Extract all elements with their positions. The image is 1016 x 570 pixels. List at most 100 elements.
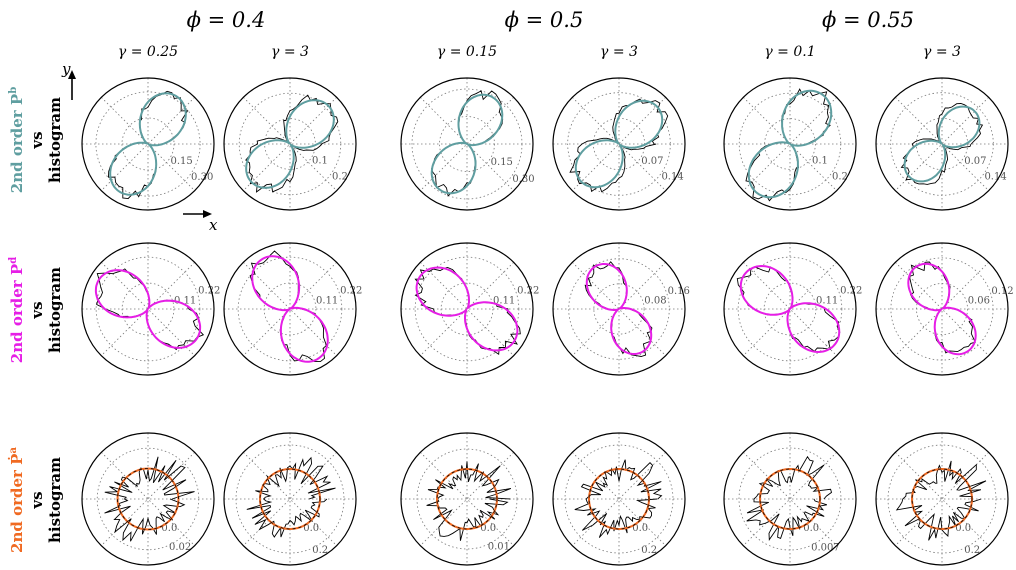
row-label-1-super: b — [8, 87, 19, 94]
polar-frame — [723, 432, 857, 566]
tick-label: 0.02 — [169, 542, 191, 553]
gamma-title-1: γ = 0.25 — [118, 44, 178, 60]
tick-label: 0.0 — [803, 523, 819, 534]
model-curve — [430, 93, 504, 195]
tick-label: 0.1 — [812, 156, 828, 167]
model-curve — [109, 92, 187, 196]
polar-frame — [875, 432, 1009, 566]
gamma-title-5: γ = 0.1 — [764, 44, 815, 60]
row-label-1-vs: vs — [28, 131, 46, 149]
tick-label: 0.08 — [644, 296, 666, 307]
histogram-curve — [104, 456, 195, 542]
tick-label: 0.14 — [984, 172, 1006, 183]
model-curve — [94, 269, 202, 349]
model-curve — [251, 255, 329, 363]
histogram-curve — [569, 98, 669, 193]
polar-subplot-r2-c1: 0.110.22 — [81, 242, 220, 376]
polar-frame — [81, 432, 215, 566]
model-curve-dashed — [436, 468, 498, 530]
histogram-curve — [746, 455, 833, 541]
tick-label: 0.22 — [340, 286, 362, 297]
histogram-curve — [245, 94, 339, 193]
tick-label: 0.11 — [174, 295, 196, 306]
model-curve-dashed — [117, 468, 179, 530]
gamma-title-3: γ = 0.15 — [437, 44, 497, 60]
polar-subplot-r3-c4: 0.2 0.0 — [552, 432, 686, 566]
row-label-3-vs: vs — [28, 491, 46, 509]
y-axis-letter: y — [61, 60, 71, 78]
model-curve — [585, 263, 653, 355]
model-curve-dashed — [588, 468, 650, 530]
tick-label: 0.2 — [332, 171, 348, 182]
polar-frame — [81, 242, 215, 376]
gamma-title-4: γ = 3 — [600, 44, 638, 60]
row-label-3-hist: histogram — [46, 457, 64, 543]
tick-label: 0.07 — [964, 156, 986, 167]
tick-label: 0.16 — [668, 286, 690, 297]
tick-label: 0.2 — [832, 171, 848, 182]
polar-subplot-r1-c6: 0.07 0.14 — [875, 77, 1009, 211]
polar-frame — [400, 77, 534, 211]
model-curve — [574, 99, 664, 189]
grid-ring — [237, 256, 343, 362]
polar-subplot-r2-c4: 0.080.16 — [552, 242, 690, 376]
row-label-2-super: d — [8, 257, 19, 264]
tick-label: 0.06 — [968, 295, 990, 306]
polar-subplot-r1-c1: 0.15 0.30 — [81, 77, 215, 211]
grid-ring — [593, 283, 645, 335]
tick-label: 0.11 — [816, 295, 838, 306]
tick-label: 0.007 — [811, 542, 840, 553]
tick-label: 0.15 — [491, 157, 513, 168]
model-curve — [903, 105, 981, 183]
polar-frame — [875, 242, 1009, 376]
svg-text:2nd order Pb: 2nd order Pb — [8, 87, 26, 193]
polar-frame — [400, 242, 534, 376]
polar-subplot-r2-c5: 0.110.22 — [723, 242, 862, 376]
grid-ring — [95, 91, 201, 197]
histogram-curve — [900, 103, 984, 185]
tick-label: 0.2 — [641, 545, 657, 556]
tick-label: 0.22 — [517, 286, 539, 297]
polar-subplot-r2-c6: 0.060.12 — [875, 242, 1014, 376]
row-label-3: 2nd order Ṗa vs histogram — [7, 447, 64, 553]
model-curve — [907, 262, 977, 356]
tick-label: 0.0 — [480, 523, 496, 534]
model-curve-dashed — [911, 468, 973, 530]
polar-frame — [223, 432, 357, 566]
tick-label: 0.12 — [991, 286, 1013, 297]
row-label-3-colored: 2nd order Ṗ — [7, 454, 26, 553]
y-axis-indicator: y — [61, 60, 76, 100]
tick-label: 0.1 — [312, 156, 328, 167]
polar-subplots: 0.15 0.30 0.1 0.2 0.15 0.30 0.07 0.14 0.1 0.2 0.07… — [81, 77, 1014, 566]
polar-frame — [723, 77, 857, 211]
tick-label: 0.0 — [303, 523, 319, 534]
row-label-1: 2nd order Pb vs histogram — [8, 87, 64, 193]
tick-label: 0.0 — [632, 523, 648, 534]
tick-label: 0.22 — [840, 286, 862, 297]
tick-label: 0.0 — [955, 523, 971, 534]
tick-label: 0.30 — [512, 174, 534, 185]
histogram-curve — [246, 456, 336, 538]
polar-subplot-r1-c4: 0.07 0.14 — [552, 77, 686, 211]
polar-subplot-r3-c5: 0.007 0.0 — [723, 432, 857, 566]
grid-ring — [95, 256, 201, 362]
polar-frame — [552, 77, 686, 211]
polar-subplot-r2-c2: 0.110.22 — [223, 242, 362, 376]
polar-frame — [552, 242, 686, 376]
tick-label: 0.30 — [191, 172, 213, 183]
polar-frame — [875, 77, 1009, 211]
row-label-2-hist: histogram — [46, 267, 64, 353]
model-curve — [245, 99, 335, 189]
polar-frame — [552, 432, 686, 566]
x-axis-indicator: x — [183, 210, 218, 234]
row-label-1-hist: histogram — [46, 97, 64, 183]
polar-frame — [81, 77, 215, 211]
polar-frame — [723, 242, 857, 376]
grid-ring — [414, 256, 520, 362]
model-curve — [739, 264, 841, 354]
gamma-title-6: γ = 3 — [923, 44, 961, 60]
row-label-2: 2nd order Pd vs histogram — [8, 257, 64, 363]
tick-label: 0.14 — [661, 172, 683, 183]
polar-frame — [400, 432, 534, 566]
x-axis-letter: x — [209, 216, 218, 234]
